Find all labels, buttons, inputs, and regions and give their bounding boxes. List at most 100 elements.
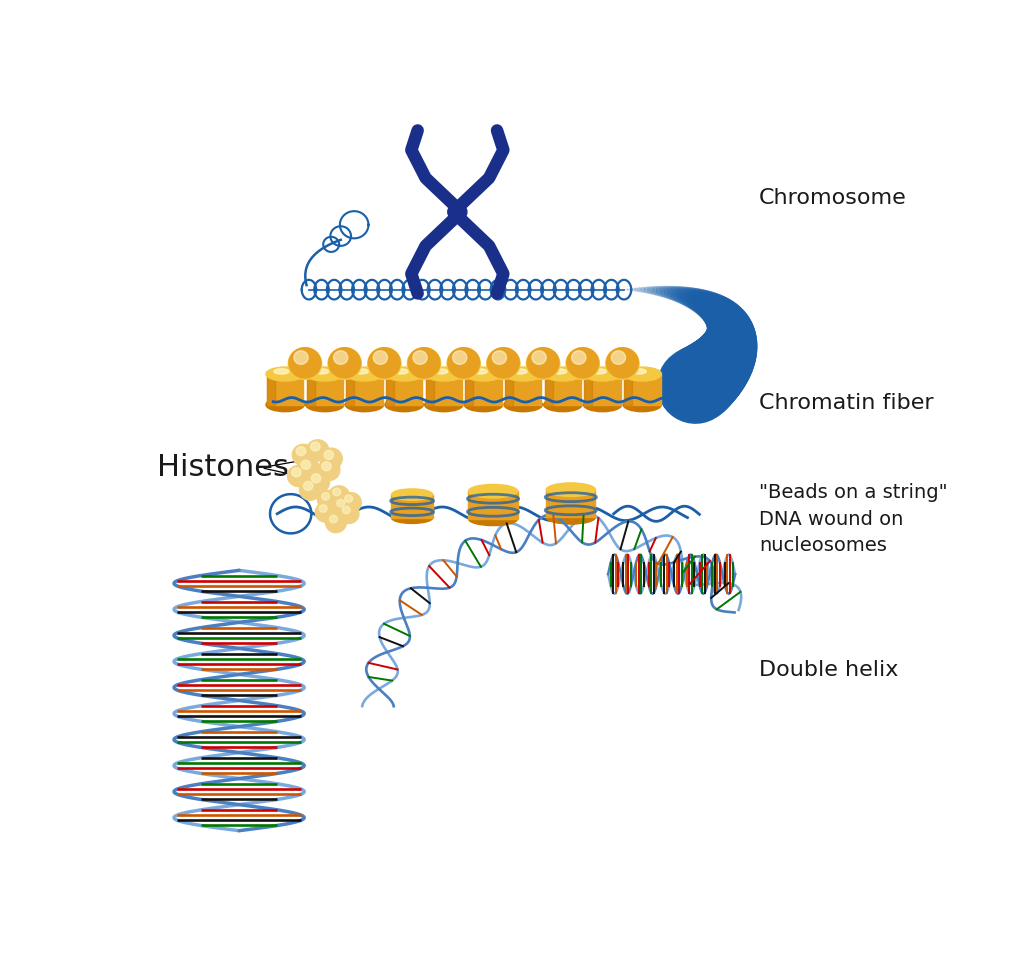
Ellipse shape [345,398,384,412]
Bar [267,374,303,405]
Bar [306,374,314,405]
Ellipse shape [425,398,463,412]
Circle shape [319,505,328,513]
Circle shape [413,351,427,365]
Ellipse shape [504,398,543,412]
Ellipse shape [591,368,606,374]
Ellipse shape [472,368,487,374]
Bar [505,374,542,405]
Text: Double helix: Double helix [759,660,898,680]
Circle shape [289,348,322,379]
Circle shape [453,351,467,365]
Ellipse shape [468,512,518,525]
Bar [426,374,433,405]
Bar [386,374,394,405]
Bar [585,374,592,405]
Ellipse shape [623,398,662,412]
Circle shape [303,481,313,490]
Ellipse shape [432,368,447,374]
Text: Histones: Histones [157,453,289,482]
Circle shape [334,351,348,365]
Circle shape [345,495,352,503]
Circle shape [326,513,346,533]
Ellipse shape [425,368,463,381]
Circle shape [288,466,309,487]
Circle shape [322,462,331,470]
Circle shape [611,351,626,365]
Bar [386,374,423,405]
Bar [585,374,621,405]
Bar [267,374,274,405]
Ellipse shape [353,368,369,374]
Circle shape [328,348,361,379]
Circle shape [527,348,559,378]
Ellipse shape [391,489,433,500]
Bar [346,374,383,405]
Circle shape [333,488,341,496]
Circle shape [329,348,360,378]
Circle shape [294,351,308,365]
Bar [546,490,595,517]
Circle shape [317,460,340,480]
Ellipse shape [313,368,329,374]
Bar [545,374,582,405]
Ellipse shape [464,398,503,412]
Bar [465,374,502,405]
Circle shape [338,504,359,523]
Circle shape [606,348,638,378]
Circle shape [297,458,319,479]
Bar [624,374,632,405]
Bar [306,374,343,405]
Circle shape [317,490,338,510]
Bar [468,491,518,518]
Circle shape [408,348,440,379]
Circle shape [329,486,349,506]
Circle shape [301,461,310,469]
Ellipse shape [385,398,423,412]
Ellipse shape [544,398,582,412]
Circle shape [447,203,467,220]
Circle shape [571,351,586,365]
Text: Chromatin fiber: Chromatin fiber [759,393,934,413]
Ellipse shape [464,368,503,381]
Circle shape [337,500,345,507]
Ellipse shape [546,511,595,524]
Ellipse shape [468,484,518,498]
Circle shape [296,447,306,456]
Ellipse shape [631,368,646,374]
Circle shape [566,348,599,379]
Circle shape [531,351,546,365]
Circle shape [322,493,330,500]
Bar [391,495,433,517]
Text: "Beads on a string"
DNA wound on
nucleosomes: "Beads on a string" DNA wound on nucleos… [759,483,947,555]
Ellipse shape [552,368,567,374]
Circle shape [567,348,599,378]
Circle shape [307,471,330,493]
Circle shape [310,442,321,451]
Ellipse shape [623,368,662,381]
Circle shape [606,348,639,379]
Circle shape [342,507,350,514]
Circle shape [493,351,507,365]
Circle shape [333,497,353,516]
Ellipse shape [391,513,433,523]
Circle shape [368,348,401,379]
Bar [545,374,553,405]
Circle shape [324,451,334,460]
Text: Chromosome: Chromosome [759,188,906,209]
Bar [505,374,513,405]
Circle shape [321,448,342,469]
Bar [426,374,462,405]
Circle shape [289,348,321,378]
Ellipse shape [273,368,289,374]
Ellipse shape [546,483,595,497]
Ellipse shape [305,398,344,412]
Circle shape [409,348,440,378]
Ellipse shape [345,368,384,381]
Circle shape [447,348,479,378]
Ellipse shape [385,368,423,381]
Ellipse shape [305,368,344,381]
Ellipse shape [584,368,622,381]
Circle shape [292,444,314,465]
Ellipse shape [266,398,304,412]
